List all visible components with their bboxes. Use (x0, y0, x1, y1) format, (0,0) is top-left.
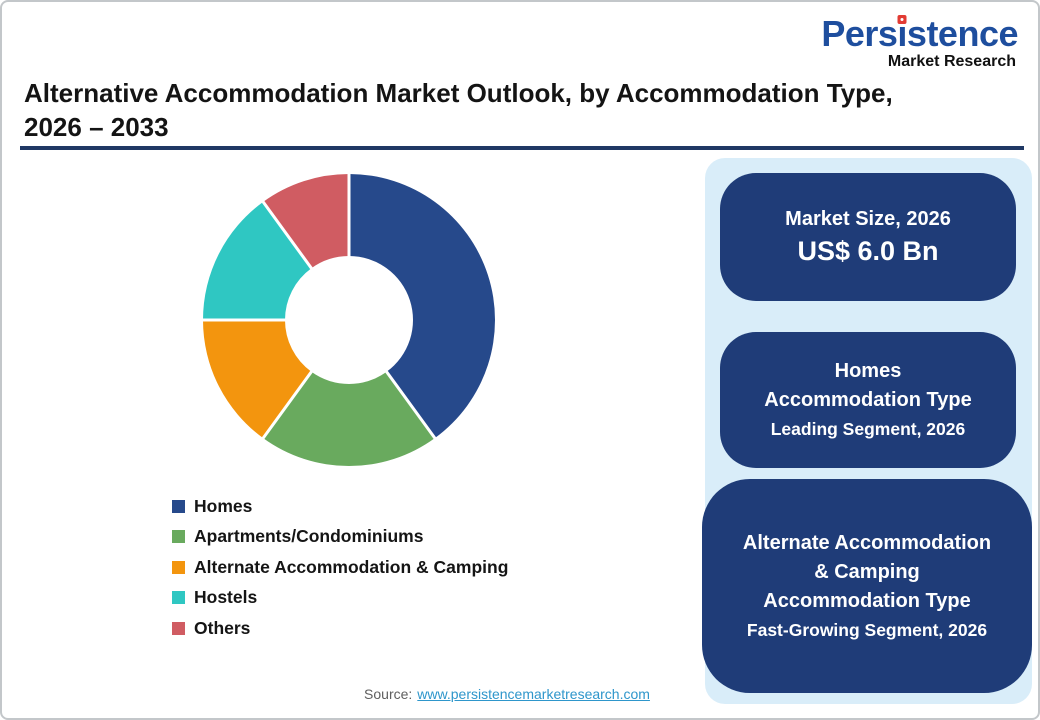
fast-growing-line-3: Accommodation Type (763, 589, 971, 612)
logo-wordmark-pre: Pers (821, 13, 898, 54)
market-size-label: Market Size, 2026 (785, 207, 951, 230)
fast-growing-segment-card: Alternate Accommodation & Camping Accomm… (702, 479, 1032, 693)
highlights-panel: Market Size, 2026 US$ 6.0 Bn Homes Accom… (702, 158, 1032, 704)
legend-swatch (172, 530, 185, 544)
donut-segment (349, 174, 495, 439)
fast-growing-sub: Fast-Growing Segment, 2026 (746, 619, 988, 640)
legend-swatch (172, 621, 185, 635)
logo-dotless-i: ı (897, 13, 907, 54)
logo-wordmark-post: stence (906, 13, 1019, 54)
leading-segment-line-2: Accommodation Type (764, 389, 972, 411)
legend-item: Homes (172, 491, 508, 522)
legend-swatch (172, 499, 185, 513)
title-line-2: 2026 – 2033 (24, 112, 169, 142)
legend-label: Others (194, 617, 251, 638)
page-title: Alternative Accommodation Market Outlook… (24, 76, 1024, 144)
legend-label: Alternate Accommodation & Camping (194, 556, 509, 577)
legend-label: Hostels (194, 587, 258, 608)
title-line-1: Alternative Accommodation Market Outlook… (24, 78, 893, 108)
source-line: Source: www.persistencemarketresearch.com (2, 686, 1012, 702)
leading-segment-card: Homes Accommodation Type Leading Segment… (720, 332, 1016, 468)
donut-segment (263, 371, 435, 466)
donut-chart (202, 173, 495, 466)
leading-segment-sub: Leading Segment, 2026 (770, 419, 966, 439)
logo-red-dot-icon (897, 15, 907, 24)
logo-wordmark: Persı stence (821, 13, 1019, 54)
legend-swatch (172, 560, 185, 574)
segment-separator (261, 200, 314, 270)
logo-tagline: Market Research (887, 53, 1016, 70)
market-size-value: US$ 6.0 Bn (797, 235, 939, 266)
legend-item: Hostels (172, 583, 508, 614)
chart-legend: Homes Apartments/Condominiums Alternate Ac… (172, 491, 508, 644)
legend-item: Alternate Accommodation & Camping (172, 552, 508, 583)
source-label: Source: (364, 686, 413, 702)
market-size-card: Market Size, 2026 US$ 6.0 Bn (720, 173, 1016, 301)
legend-swatch (172, 591, 185, 605)
segment-separator (384, 370, 437, 440)
logo-i-glyph: ı (897, 13, 907, 54)
donut-segment (263, 174, 349, 269)
source-link[interactable]: www.persistencemarketresearch.com (417, 686, 650, 702)
title-underline (20, 146, 1024, 150)
legend-item: Apartments/Condominiums (172, 522, 508, 553)
segment-separator (261, 370, 314, 440)
legend-item: Others (172, 613, 508, 644)
fast-growing-line-2: & Camping (814, 560, 920, 583)
pmr-logo: Persı stence Market Research (821, 13, 1019, 70)
legend-label: Homes (194, 495, 253, 516)
fast-growing-line-1: Alternate Accommodation (742, 531, 992, 554)
legend-label: Apartments/Condominiums (194, 526, 424, 547)
leading-segment-line-1: Homes (834, 360, 902, 382)
